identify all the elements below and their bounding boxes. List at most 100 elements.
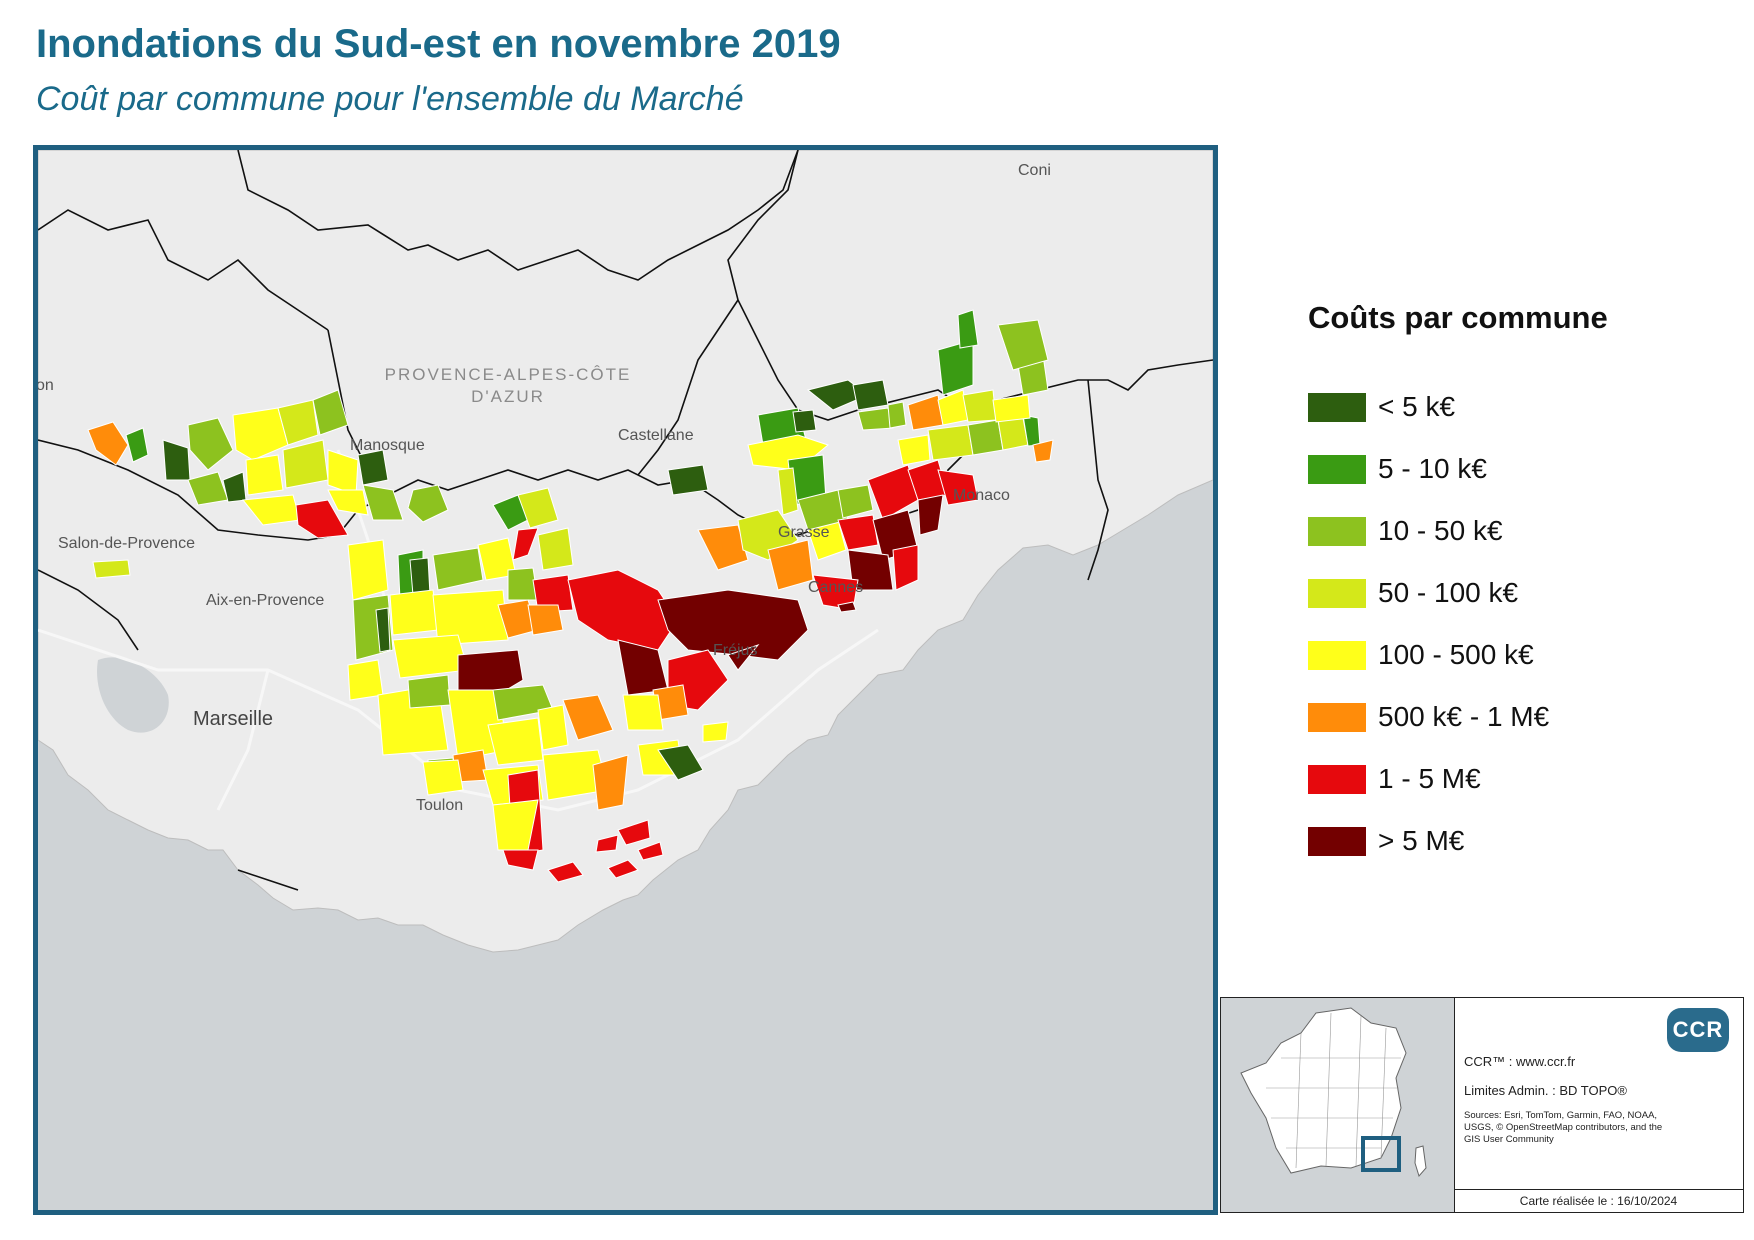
commune[interactable] <box>232 407 289 461</box>
legend-label: 100 - 500 k€ <box>1378 639 1534 670</box>
commune[interactable] <box>792 409 817 433</box>
commune[interactable] <box>562 694 614 741</box>
commune[interactable] <box>852 379 889 411</box>
commune[interactable] <box>657 744 704 781</box>
commune[interactable] <box>327 489 369 516</box>
commune[interactable] <box>967 419 1004 456</box>
legend-swatch <box>1308 454 1366 484</box>
commune[interactable] <box>375 607 391 653</box>
commune[interactable] <box>727 643 760 671</box>
commune[interactable] <box>537 527 574 571</box>
commune[interactable] <box>617 819 651 846</box>
commune[interactable] <box>992 394 1031 423</box>
commune[interactable] <box>407 484 449 523</box>
commune[interactable] <box>777 467 799 516</box>
legend-items: < 5 k€ 5 - 10 k€ 10 - 50 k€ 50 - 100 k€ … <box>1308 376 1728 872</box>
legend-label: 500 k€ - 1 M€ <box>1378 701 1550 732</box>
commune[interactable] <box>837 484 874 519</box>
place-aix: Aix-en-Provence <box>206 592 324 609</box>
legend-title: Coûts par commune <box>1308 300 1608 335</box>
commune[interactable] <box>595 834 619 853</box>
commune[interactable] <box>857 407 894 431</box>
commune[interactable] <box>592 754 629 811</box>
commune[interactable] <box>567 569 679 651</box>
commune[interactable] <box>1032 439 1054 463</box>
commune[interactable] <box>697 524 749 571</box>
place-frejus: Fréjus <box>713 642 757 659</box>
commune[interactable] <box>517 487 559 529</box>
commune[interactable] <box>87 421 129 466</box>
place-coni: Coni <box>1018 162 1051 179</box>
commune[interactable] <box>125 427 149 463</box>
commune[interactable] <box>937 469 979 506</box>
commune[interactable] <box>347 539 389 601</box>
commune[interactable] <box>389 589 439 636</box>
commune[interactable] <box>917 494 944 536</box>
commune[interactable] <box>997 319 1049 371</box>
credit-site: CCR™ : www.ccr.fr <box>1464 1054 1576 1069</box>
legend-item: 1 - 5 M€ <box>1308 748 1728 810</box>
commune[interactable] <box>637 841 664 861</box>
commune[interactable] <box>607 859 639 879</box>
commune[interactable] <box>622 694 664 731</box>
commune[interactable] <box>312 389 349 436</box>
commune[interactable] <box>767 539 814 591</box>
commune[interactable] <box>357 449 389 486</box>
locator-frame <box>1361 1136 1401 1172</box>
place-cannes: Cannes <box>808 579 863 596</box>
map-labels: PROVENCE-ALPES-CÔTE D'AZUR Coni Manosque… <box>38 162 1051 814</box>
commune[interactable] <box>432 589 509 646</box>
commune[interactable] <box>957 309 979 349</box>
commune[interactable] <box>997 417 1029 451</box>
commune[interactable] <box>887 401 907 429</box>
commune[interactable] <box>409 557 431 596</box>
commune[interactable] <box>937 339 974 396</box>
credit-sources: Sources: Esri, TomTom, Garmin, FAO, NOAA… <box>1464 1110 1663 1145</box>
commune[interactable] <box>92 559 131 579</box>
commune[interactable] <box>532 574 574 613</box>
legend-swatch <box>1308 702 1366 732</box>
place-toulon: Toulon <box>416 797 463 814</box>
commune[interactable] <box>295 499 349 539</box>
commune[interactable] <box>537 704 569 751</box>
commune[interactable] <box>667 464 709 496</box>
commune[interactable] <box>422 759 464 796</box>
legend-item: 100 - 500 k€ <box>1308 624 1728 686</box>
commune[interactable] <box>702 721 729 743</box>
commune[interactable] <box>432 547 484 591</box>
legend-swatch <box>1308 578 1366 608</box>
locator-inset-map <box>1221 998 1455 1212</box>
commune[interactable] <box>392 634 469 679</box>
commune[interactable] <box>277 399 319 446</box>
commune[interactable] <box>547 861 584 883</box>
legend-swatch <box>1308 826 1366 856</box>
legend-swatch <box>1308 392 1366 422</box>
commune[interactable] <box>362 484 404 521</box>
commune[interactable] <box>897 434 931 466</box>
commune[interactable] <box>187 417 234 471</box>
commune[interactable] <box>527 604 564 636</box>
france-locator-svg <box>1221 998 1454 1212</box>
map-title: Inondations du Sud-est en novembre 2019 <box>36 22 841 66</box>
commune[interactable] <box>962 389 997 423</box>
commune[interactable] <box>347 659 384 701</box>
commune[interactable] <box>512 527 539 561</box>
legend-label: 50 - 100 k€ <box>1378 577 1519 608</box>
commune[interactable] <box>457 649 524 696</box>
map-subtitle: Coût par commune pour l'ensemble du Marc… <box>36 80 744 118</box>
legend-label: < 5 k€ <box>1378 391 1456 422</box>
map-frame[interactable]: PROVENCE-ALPES-CÔTE D'AZUR Coni Manosque… <box>33 145 1218 1215</box>
legend-item: < 5 k€ <box>1308 376 1728 438</box>
place-salon: Salon-de-Provence <box>58 535 195 552</box>
commune[interactable] <box>487 717 544 766</box>
commune[interactable] <box>927 424 974 461</box>
commune[interactable] <box>837 514 879 551</box>
commune[interactable] <box>657 589 809 661</box>
commune[interactable] <box>245 454 284 496</box>
commune[interactable] <box>892 544 919 591</box>
commune[interactable] <box>407 674 451 709</box>
place-monaco: Monaco <box>953 487 1010 504</box>
commune[interactable] <box>847 549 894 591</box>
commune[interactable] <box>837 601 857 613</box>
commune[interactable] <box>492 799 539 851</box>
